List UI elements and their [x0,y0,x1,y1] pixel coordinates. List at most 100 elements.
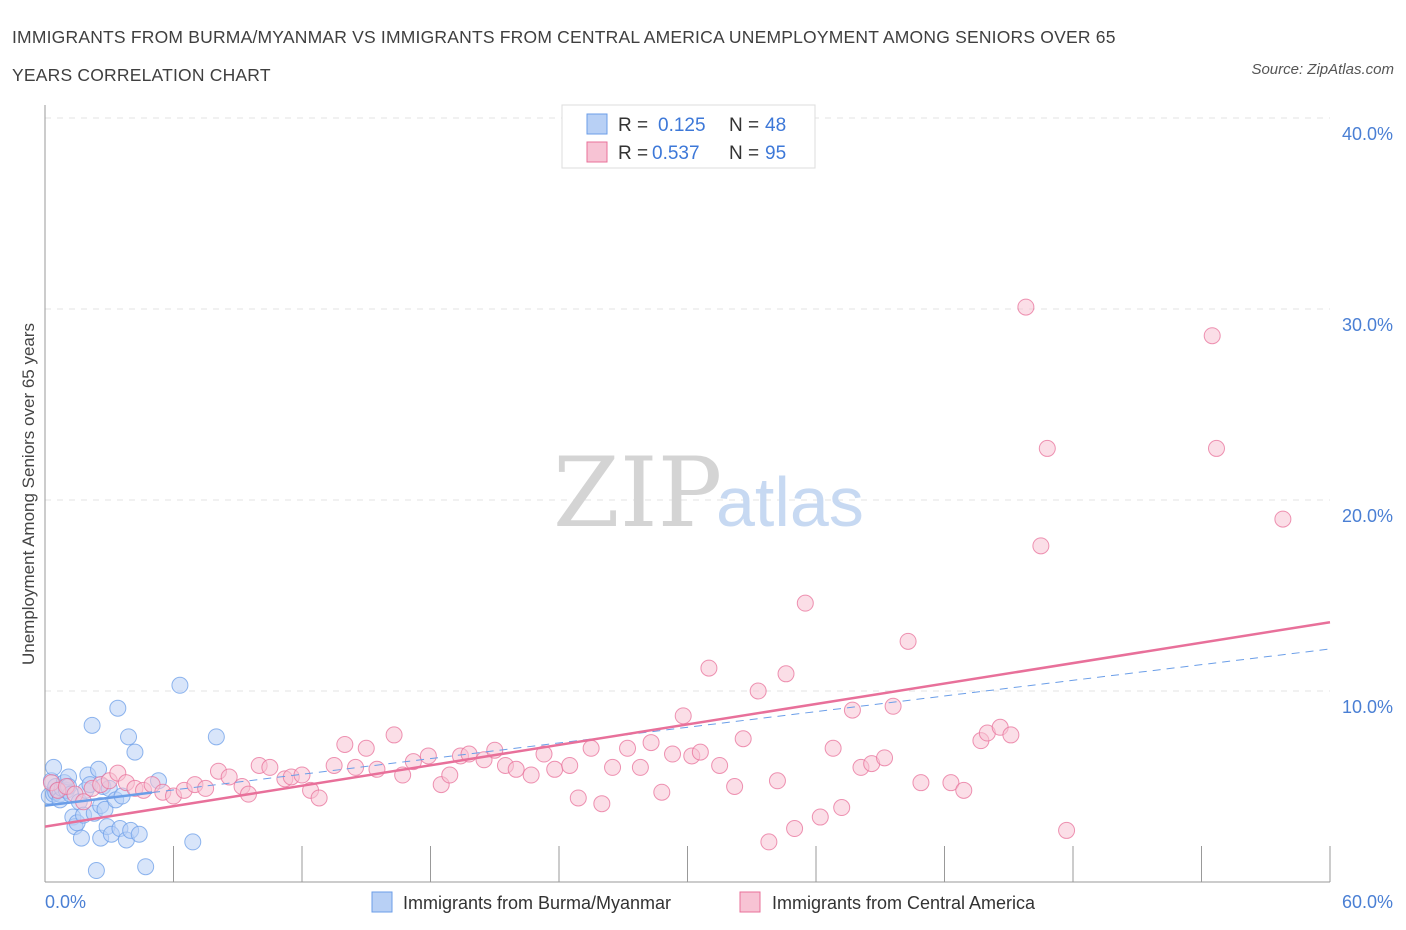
point-series-1-61 [691,743,709,761]
y-tick-label-1: 20.0% [1342,506,1393,526]
point-series-1-62 [700,659,718,677]
bottom-legend-label-blue: Immigrants from Burma/Myanmar [403,893,671,913]
point-series-1-32 [357,739,375,757]
point-series-1-49 [561,756,579,774]
point-series-1-69 [777,665,795,683]
point-series-1-29 [325,756,343,774]
point-series-1-50 [569,789,587,807]
point-series-1-87 [1002,726,1020,744]
point-series-1-59 [674,707,692,725]
point-series-1-39 [441,766,459,784]
point-series-0-47 [184,833,202,851]
point-series-1-67 [760,833,778,851]
y-tick-labels: 10.0% 20.0% 30.0% 40.0% [1342,124,1393,717]
legend-r-value-2: 0.537 [652,143,700,164]
point-series-0-44 [137,858,155,876]
gridlines [45,117,1330,692]
point-series-0-43 [130,825,148,843]
point-series-1-37 [419,747,437,765]
point-series-1-91 [1058,821,1076,839]
bottom-legend-label-pink: Immigrants from Central America [772,893,1036,913]
point-series-1-70 [786,820,804,838]
point-series-0-24 [83,716,101,734]
point-series-1-83 [955,781,973,799]
point-series-0-46 [171,676,189,694]
y-tick-label-3: 40.0% [1342,124,1393,144]
legend-n-label-1: N = [729,115,759,136]
axes [44,105,1331,883]
y-axis-label: Unemployment Among Seniors over 65 years [19,323,38,665]
point-series-1-30 [336,735,354,753]
point-series-1-80 [899,632,917,650]
point-series-1-51 [582,739,600,757]
point-series-1-81 [912,774,930,792]
point-series-1-65 [734,730,752,748]
legend: R = 0.125 N = 48 R = 0.537 N = 95 [561,104,816,169]
trend-lines [44,621,1331,828]
point-series-1-75 [843,701,861,719]
watermark-atlas: atlas [716,463,864,541]
chart-title-line-2: YEARS CORRELATION CHART [12,65,271,85]
point-series-1-66 [749,682,767,700]
trend-line-series-0-dashed [152,648,1331,794]
point-series-1-54 [619,739,637,757]
point-series-1-17 [197,779,215,797]
point-series-0-36 [109,699,127,717]
legend-r-value-1: 0.125 [658,115,706,136]
point-series-1-52 [593,795,611,813]
source-label: Source: ZipAtlas.com [1251,61,1394,78]
point-series-0-3 [45,758,63,776]
point-series-1-57 [653,783,671,801]
point-series-1-71 [796,594,814,612]
point-series-1-63 [711,756,729,774]
point-series-1-23 [261,758,279,776]
point-series-1-82 [942,774,960,792]
legend-swatch-blue [586,113,608,135]
point-series-1-92 [1203,327,1221,345]
point-series-0-26 [87,862,105,880]
point-series-1-90 [1038,439,1056,457]
bottom-legend-swatch-blue [371,891,393,913]
point-series-1-28 [310,789,328,807]
watermark: ZIP atlas [553,437,864,549]
point-series-1-48 [546,760,564,778]
y-tick-label-2: 30.0% [1342,315,1393,335]
point-series-1-31 [347,758,365,776]
point-series-0-48 [207,728,225,746]
point-series-1-72 [811,808,829,826]
point-series-1-78 [876,749,894,767]
legend-n-value-1: 48 [765,115,786,136]
legend-r-label-1: R = [618,115,648,136]
point-series-1-73 [824,739,842,757]
x-tick-label-max: 60.0% [1342,892,1393,912]
point-series-1-19 [220,768,238,786]
point-series-1-56 [642,734,660,752]
chart-title: IMMIGRANTS FROM BURMA/MYANMAR VS IMMIGRA… [12,18,1212,94]
point-series-1-68 [768,772,786,790]
point-series-1-34 [385,726,403,744]
legend-swatch-pink [586,141,608,163]
point-series-0-40 [120,728,138,746]
point-series-1-94 [1274,510,1292,528]
point-series-0-19 [72,829,90,847]
legend-r-label-2: R = [618,143,648,164]
legend-n-label-2: N = [729,143,759,164]
bottom-legend: Immigrants from Burma/Myanmar Immigrants… [371,891,1036,913]
point-series-1-64 [726,778,744,795]
point-series-1-53 [604,758,622,776]
point-series-1-88 [1017,298,1035,316]
point-series-0-42 [126,743,144,761]
point-series-1-58 [664,745,682,763]
x-tick-label-min: 0.0% [45,892,86,912]
trend-line-series-0-solid [44,791,153,807]
legend-n-value-2: 95 [765,143,786,164]
chart-title-line-1: IMMIGRANTS FROM BURMA/MYANMAR VS IMMIGRA… [12,27,1116,47]
point-series-1-46 [522,766,540,784]
watermark-zip: ZIP [553,437,722,549]
point-series-1-89 [1032,537,1050,555]
point-series-1-74 [833,799,851,817]
point-series-1-79 [884,697,902,715]
x-tick-labels: 0.0% 60.0% [45,892,1393,912]
point-series-1-45 [507,760,525,778]
